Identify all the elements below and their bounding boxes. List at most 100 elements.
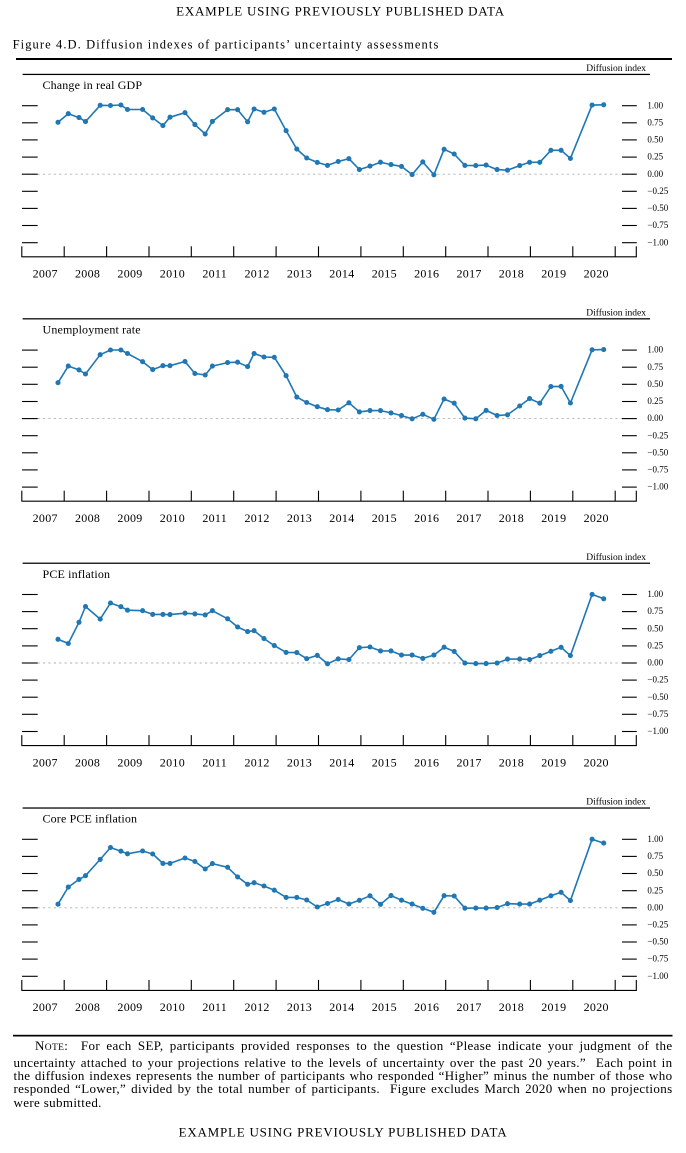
svg-text:0.50: 0.50: [647, 623, 663, 633]
svg-text:2013: 2013: [287, 755, 312, 769]
svg-text:0.25: 0.25: [647, 641, 663, 651]
svg-text:2014: 2014: [329, 511, 354, 525]
svg-text:2017: 2017: [456, 511, 481, 525]
svg-text:2010: 2010: [160, 511, 185, 525]
svg-text:2016: 2016: [414, 267, 439, 281]
svg-text:2012: 2012: [244, 755, 269, 769]
svg-text:2016: 2016: [414, 1000, 439, 1014]
svg-text:1.00: 1.00: [647, 345, 663, 355]
svg-text:−0.50: −0.50: [647, 937, 668, 947]
svg-text:2007: 2007: [33, 511, 58, 525]
svg-text:2018: 2018: [499, 511, 524, 525]
svg-text:0.25: 0.25: [647, 885, 663, 895]
svg-text:2019: 2019: [541, 511, 566, 525]
svg-text:2007: 2007: [33, 755, 58, 769]
svg-text:2010: 2010: [160, 755, 185, 769]
svg-text:2010: 2010: [160, 267, 185, 281]
svg-text:−1.00: −1.00: [647, 726, 668, 736]
svg-text:0.00: 0.00: [647, 413, 663, 423]
svg-text:−0.75: −0.75: [647, 709, 668, 719]
svg-text:Change in real GDP: Change in real GDP: [43, 78, 143, 92]
svg-text:2007: 2007: [33, 267, 58, 281]
svg-text:PCE inflation: PCE inflation: [43, 567, 111, 581]
svg-text:2018: 2018: [499, 1000, 524, 1014]
svg-text:−0.75: −0.75: [647, 465, 668, 475]
svg-text:−0.50: −0.50: [647, 447, 668, 457]
svg-text:2017: 2017: [456, 1000, 481, 1014]
svg-text:2016: 2016: [414, 511, 439, 525]
svg-text:Core PCE inflation: Core PCE inflation: [43, 812, 138, 826]
svg-text:2009: 2009: [117, 267, 142, 281]
svg-text:2013: 2013: [287, 267, 312, 281]
svg-text:2014: 2014: [329, 755, 354, 769]
svg-text:EXAMPLE USING PREVIOUSLY PUBLI: EXAMPLE USING PREVIOUSLY PUBLISHED DATA: [176, 4, 505, 19]
svg-text:2008: 2008: [75, 511, 100, 525]
svg-text:−0.25: −0.25: [647, 920, 668, 930]
svg-text:2012: 2012: [244, 1000, 269, 1014]
svg-text:Diffusion index: Diffusion index: [586, 63, 646, 74]
svg-text:0.50: 0.50: [647, 379, 663, 389]
svg-text:−0.75: −0.75: [647, 954, 668, 964]
svg-text:0.25: 0.25: [647, 152, 663, 162]
svg-text:−0.75: −0.75: [647, 220, 668, 230]
svg-text:2019: 2019: [541, 267, 566, 281]
svg-text:−1.00: −1.00: [647, 482, 668, 492]
svg-text:2020: 2020: [584, 267, 609, 281]
svg-text:0.50: 0.50: [647, 868, 663, 878]
svg-text:0.50: 0.50: [647, 135, 663, 145]
svg-text:0.75: 0.75: [647, 851, 663, 861]
svg-text:2013: 2013: [287, 511, 312, 525]
svg-text:2018: 2018: [499, 755, 524, 769]
svg-text:2018: 2018: [499, 267, 524, 281]
svg-text:2009: 2009: [117, 1000, 142, 1014]
svg-text:−0.25: −0.25: [647, 675, 668, 685]
svg-text:2015: 2015: [372, 511, 397, 525]
svg-text:2010: 2010: [160, 1000, 185, 1014]
svg-text:−0.25: −0.25: [647, 430, 668, 440]
svg-text:2008: 2008: [75, 1000, 100, 1014]
svg-text:2008: 2008: [75, 755, 100, 769]
svg-text:2015: 2015: [372, 1000, 397, 1014]
svg-text:−1.00: −1.00: [647, 237, 668, 247]
svg-text:2019: 2019: [541, 1000, 566, 1014]
svg-text:−0.25: −0.25: [647, 186, 668, 196]
svg-text:Figure 4.D. Diffusion indexes: Figure 4.D. Diffusion indexes of partici…: [13, 38, 440, 52]
svg-text:2012: 2012: [244, 267, 269, 281]
svg-text:2015: 2015: [372, 755, 397, 769]
svg-text:Diffusion index: Diffusion index: [586, 307, 646, 318]
svg-text:Unemployment rate: Unemployment rate: [43, 322, 141, 336]
svg-text:Diffusion index: Diffusion index: [586, 797, 646, 808]
svg-text:2020: 2020: [584, 1000, 609, 1014]
svg-text:2019: 2019: [541, 755, 566, 769]
svg-text:2008: 2008: [75, 267, 100, 281]
svg-text:0.75: 0.75: [647, 117, 663, 127]
svg-text:2017: 2017: [456, 755, 481, 769]
svg-text:2014: 2014: [329, 1000, 354, 1014]
svg-text:2007: 2007: [33, 1000, 58, 1014]
svg-text:1.00: 1.00: [647, 100, 663, 110]
svg-text:2020: 2020: [584, 511, 609, 525]
svg-text:0.00: 0.00: [647, 658, 663, 668]
svg-text:0.25: 0.25: [647, 396, 663, 406]
svg-text:2015: 2015: [372, 267, 397, 281]
svg-text:2014: 2014: [329, 267, 354, 281]
svg-text:1.00: 1.00: [647, 589, 663, 599]
svg-text:2013: 2013: [287, 1000, 312, 1014]
svg-text:2016: 2016: [414, 755, 439, 769]
svg-text:2012: 2012: [244, 511, 269, 525]
svg-text:0.00: 0.00: [647, 902, 663, 912]
svg-text:−1.00: −1.00: [647, 971, 668, 981]
svg-text:−0.50: −0.50: [647, 692, 668, 702]
svg-text:EXAMPLE USING PREVIOUSLY PUBLI: EXAMPLE USING PREVIOUSLY PUBLISHED DATA: [179, 1125, 508, 1140]
svg-text:Diffusion index: Diffusion index: [586, 552, 646, 563]
svg-text:1.00: 1.00: [647, 834, 663, 844]
svg-text:2011: 2011: [202, 1000, 227, 1014]
svg-text:2009: 2009: [117, 755, 142, 769]
svg-text:2011: 2011: [202, 511, 227, 525]
svg-text:2020: 2020: [584, 755, 609, 769]
svg-text:0.75: 0.75: [647, 606, 663, 616]
svg-text:2009: 2009: [117, 511, 142, 525]
svg-text:0.75: 0.75: [647, 362, 663, 372]
svg-text:0.00: 0.00: [647, 169, 663, 179]
svg-text:−0.50: −0.50: [647, 203, 668, 213]
